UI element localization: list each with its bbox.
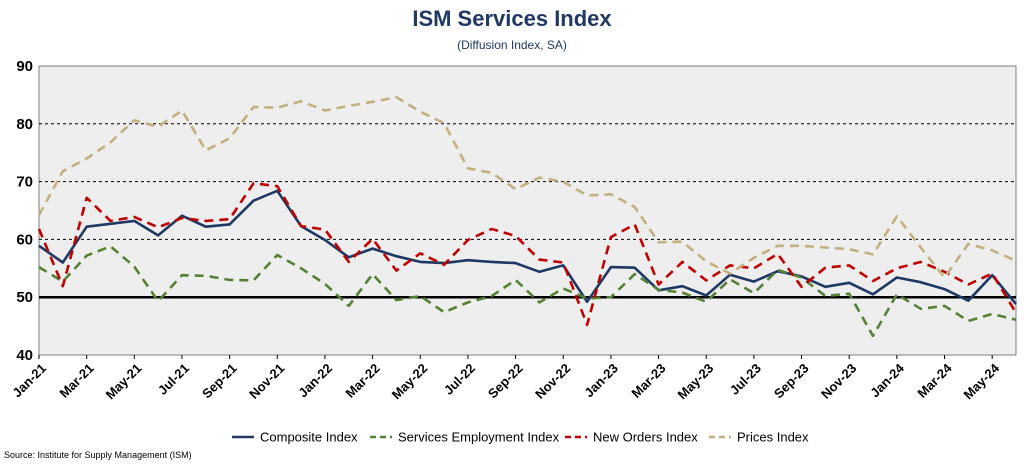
series-line-prices-index [37, 95, 1017, 279]
x-tick-label: Mar-22 [342, 361, 382, 401]
x-tick-label: Jul-23 [727, 361, 764, 398]
x-tick-label: May-22 [389, 361, 431, 403]
source-note: Source: Institute for Supply Management … [4, 450, 192, 460]
x-tick-label: May-23 [675, 361, 717, 403]
x-tick-label: Nov-23 [818, 361, 859, 402]
legend-label: Composite Index [260, 430, 358, 445]
chart-subtitle: (Diffusion Index, SA) [457, 38, 567, 52]
x-tick-label: May-24 [961, 360, 1003, 402]
y-tick-label: 60 [16, 231, 33, 248]
x-tick-label: Jan-24 [867, 360, 907, 400]
y-tick-label: 40 [16, 347, 33, 364]
x-tick-label: Jul-22 [441, 361, 478, 398]
chart-title: ISM Services Index [412, 6, 612, 31]
series-line-composite-index [38, 189, 1018, 305]
series-line-services-employment-index [38, 245, 1017, 338]
x-tick-label: May-21 [103, 361, 145, 403]
legend-label: Services Employment Index [398, 430, 560, 445]
x-tick-label: Nov-21 [246, 361, 287, 402]
x-tick-label: Jan-23 [581, 361, 621, 401]
x-tick-label: Mar-21 [57, 361, 97, 401]
y-tick-label: 50 [16, 289, 33, 306]
plot-area [38, 65, 1017, 356]
y-tick-label: 80 [16, 116, 33, 133]
x-tick-label: Nov-22 [532, 361, 573, 402]
x-tick-label: Sep-23 [771, 361, 812, 402]
x-tick-label: Jul-21 [155, 361, 192, 398]
x-tick-label: Sep-21 [199, 361, 240, 402]
x-tick-label: Jan-21 [9, 361, 49, 401]
x-tick-label: Mar-23 [628, 361, 668, 401]
y-tick-label: 90 [16, 58, 33, 75]
x-tick-label: Jan-22 [295, 361, 335, 401]
x-tick-label: Mar-24 [914, 360, 955, 401]
series-line-new-orders-index [37, 182, 1018, 327]
legend-label: Prices Index [737, 430, 809, 445]
legend-label: New Orders Index [593, 430, 698, 445]
y-tick-label: 70 [16, 174, 33, 191]
x-tick-label: Sep-22 [485, 361, 526, 402]
